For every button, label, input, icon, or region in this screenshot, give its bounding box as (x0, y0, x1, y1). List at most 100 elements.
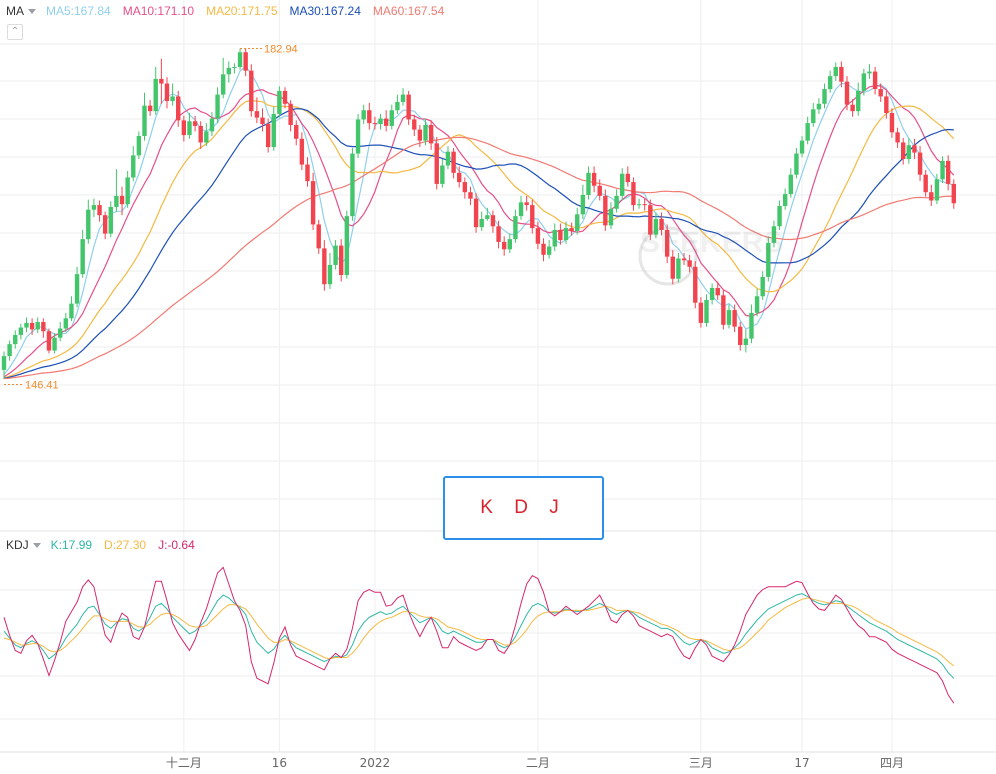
candle (119, 186, 125, 216)
candle-body (777, 206, 782, 227)
candle-body (558, 229, 563, 241)
candle (867, 64, 872, 79)
candle (41, 318, 46, 338)
candle-body (563, 228, 569, 241)
candle (878, 83, 883, 102)
candle-body (788, 174, 793, 195)
candle-body (209, 118, 215, 132)
candle (659, 212, 664, 236)
candle (383, 110, 389, 132)
candle-body (659, 218, 664, 230)
candle (333, 240, 338, 270)
candle (906, 138, 912, 164)
candle (170, 83, 175, 106)
candle (782, 188, 788, 210)
candle-body (766, 242, 771, 277)
candle-body (945, 160, 951, 184)
candle-body (204, 131, 209, 143)
candle-body (794, 153, 799, 175)
candle-body (485, 215, 490, 219)
candle (209, 112, 215, 137)
candle (670, 250, 675, 285)
candle-body (631, 182, 636, 206)
candle (282, 87, 288, 109)
candle (52, 333, 57, 354)
candle-body (445, 151, 451, 166)
candle (945, 155, 951, 191)
candle-body (13, 334, 18, 345)
candle (367, 102, 372, 130)
kdj-d-line (3, 597, 955, 667)
candle-body (479, 218, 484, 228)
candle-body (749, 312, 754, 339)
candle-body (63, 318, 69, 329)
candle (97, 200, 102, 222)
collapse-icon[interactable]: ⌃ (7, 24, 23, 40)
ma60-line (3, 136, 954, 380)
ma60-value: MA60:167.54 (372, 4, 445, 18)
candle (417, 124, 423, 148)
watermark-logo (638, 226, 698, 286)
chevron-down-icon[interactable] (28, 9, 36, 15)
candle (462, 177, 468, 199)
candle-body (277, 90, 282, 114)
candle (490, 210, 496, 233)
x-tick-label: 十二月 (166, 756, 202, 770)
candle-body (591, 172, 597, 186)
candle (125, 171, 130, 208)
candle (114, 169, 119, 212)
candle-body (861, 73, 867, 91)
candle (355, 113, 361, 159)
candle-body (344, 216, 350, 276)
candle-body (310, 181, 316, 225)
candle (468, 186, 473, 206)
candle-body (462, 182, 468, 193)
candle-body (884, 96, 889, 114)
candle-body (305, 164, 310, 182)
candle (552, 223, 557, 252)
candle (428, 120, 434, 150)
x-tick-label: 2022 (360, 756, 391, 770)
candle-body (198, 125, 203, 143)
candle (142, 92, 147, 141)
candle-body (220, 74, 226, 95)
candle (299, 132, 305, 171)
candle (771, 220, 777, 248)
candle (901, 137, 906, 165)
candle-body (108, 206, 113, 234)
candle (153, 66, 158, 115)
candle (451, 147, 456, 179)
kdj-k-line (3, 593, 955, 679)
watermark-circle (638, 226, 698, 286)
ma30-value: MA30:167.24 (289, 4, 361, 18)
candle (614, 189, 619, 213)
candle (889, 108, 895, 138)
candle (822, 83, 827, 109)
candle-body (406, 94, 411, 120)
candle-body (383, 118, 389, 126)
candlestick-series[interactable] (1, 48, 956, 380)
kdj-legend-title[interactable]: KDJ (6, 538, 29, 552)
candle (220, 57, 226, 99)
candle (743, 329, 749, 353)
candle (13, 330, 18, 349)
candle-body (670, 256, 675, 279)
candle (586, 166, 591, 200)
candle (766, 236, 771, 282)
candle (29, 318, 35, 335)
candle-body (400, 94, 406, 102)
ma-legend-title[interactable]: MA (6, 4, 24, 18)
candle-body (771, 226, 777, 243)
candle (788, 168, 793, 198)
candle (237, 48, 243, 70)
chevron-down-icon[interactable] (32, 543, 41, 549)
candle-body (170, 96, 175, 102)
candle (18, 323, 24, 340)
candle (929, 184, 934, 207)
candle (131, 146, 136, 182)
candle (541, 238, 546, 262)
candle-body (715, 287, 720, 296)
candle-body (951, 183, 956, 204)
candle-body (535, 228, 541, 244)
